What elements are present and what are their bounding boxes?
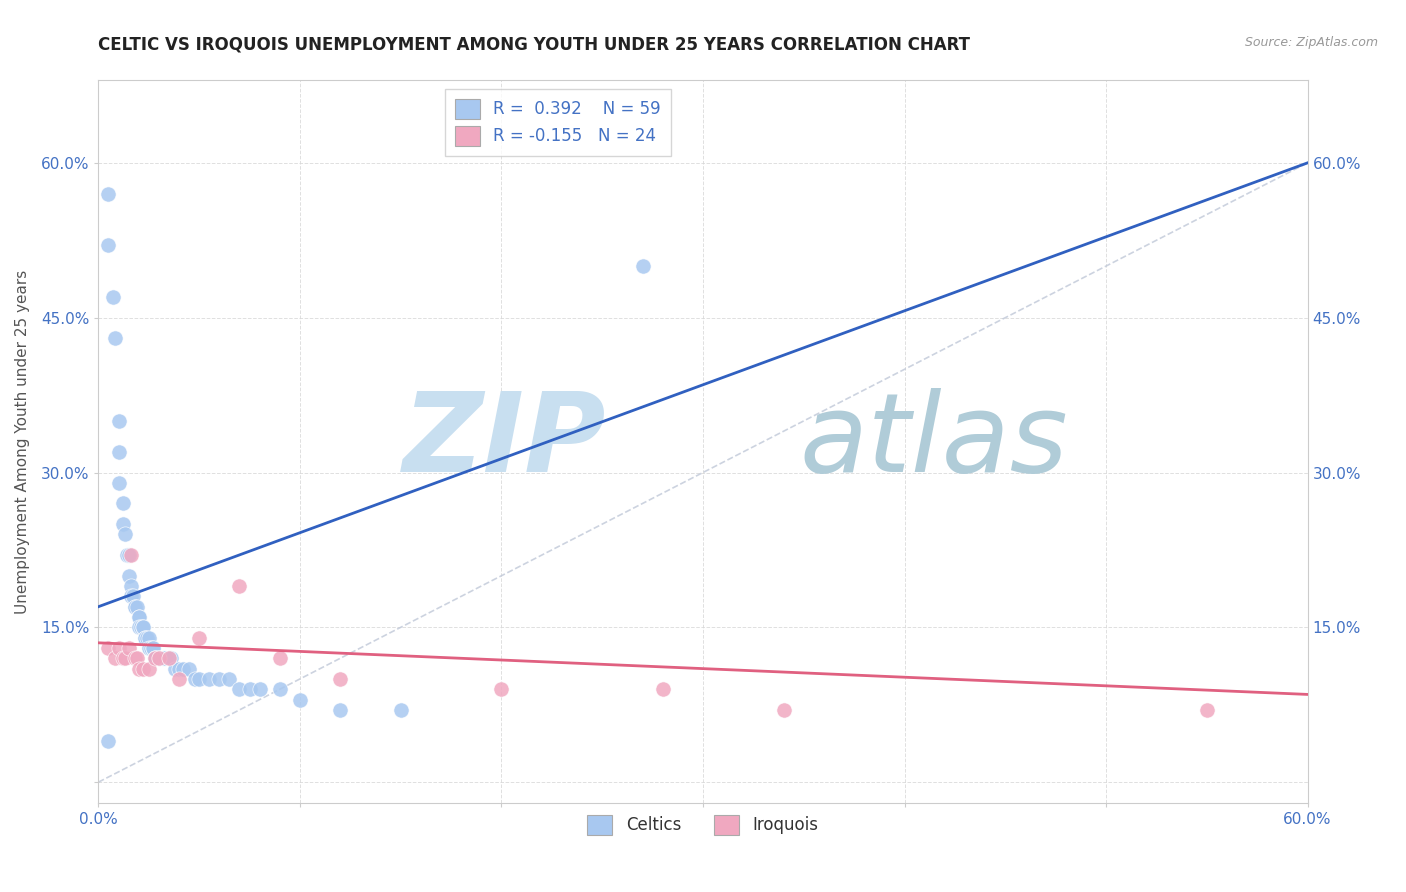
Point — [135, 631, 157, 645]
Point — [120, 590, 142, 604]
Point — [143, 651, 166, 665]
Point — [167, 672, 190, 686]
Y-axis label: Unemployment Among Youth under 25 years: Unemployment Among Youth under 25 years — [15, 269, 30, 614]
Point — [772, 703, 794, 717]
Point — [124, 599, 146, 614]
Point — [118, 568, 141, 582]
Point — [101, 290, 124, 304]
Point — [208, 672, 231, 686]
Point — [269, 651, 291, 665]
Point — [188, 672, 211, 686]
Legend: Celtics, Iroquois: Celtics, Iroquois — [578, 805, 828, 845]
Point — [138, 640, 160, 655]
Point — [134, 631, 156, 645]
Point — [97, 186, 120, 201]
Point — [128, 662, 150, 676]
Point — [139, 640, 162, 655]
Point — [97, 238, 120, 252]
Point — [111, 651, 134, 665]
Point — [329, 703, 352, 717]
Text: CELTIC VS IROQUOIS UNEMPLOYMENT AMONG YOUTH UNDER 25 YEARS CORRELATION CHART: CELTIC VS IROQUOIS UNEMPLOYMENT AMONG YO… — [98, 36, 970, 54]
Point — [107, 445, 129, 459]
Point — [124, 651, 146, 665]
Point — [148, 651, 170, 665]
Point — [118, 640, 141, 655]
Point — [142, 640, 165, 655]
Point — [167, 662, 190, 676]
Point — [107, 640, 129, 655]
Point — [138, 631, 160, 645]
Point — [153, 651, 176, 665]
Point — [132, 662, 155, 676]
Point — [103, 651, 125, 665]
Point — [269, 682, 291, 697]
Point — [157, 651, 180, 665]
Point — [239, 682, 262, 697]
Point — [129, 620, 152, 634]
Point — [148, 651, 170, 665]
Point — [491, 682, 513, 697]
Point — [107, 414, 129, 428]
Point — [118, 548, 141, 562]
Point — [128, 610, 150, 624]
Point — [148, 651, 170, 665]
Point — [121, 590, 143, 604]
Point — [134, 631, 156, 645]
Point — [228, 682, 250, 697]
Point — [152, 651, 174, 665]
Text: Source: ZipAtlas.com: Source: ZipAtlas.com — [1244, 36, 1378, 49]
Point — [125, 599, 148, 614]
Point — [114, 527, 136, 541]
Point — [1195, 703, 1218, 717]
Point — [198, 672, 221, 686]
Point — [97, 734, 120, 748]
Text: atlas: atlas — [800, 388, 1069, 495]
Point — [143, 651, 166, 665]
Point — [115, 548, 138, 562]
Point — [111, 517, 134, 532]
Point — [228, 579, 250, 593]
Point — [218, 672, 240, 686]
Point — [651, 682, 673, 697]
Point — [143, 651, 166, 665]
Point — [125, 651, 148, 665]
Point — [132, 620, 155, 634]
Point — [114, 651, 136, 665]
Point — [179, 662, 201, 676]
Point — [107, 475, 129, 490]
Point — [124, 599, 146, 614]
Text: ZIP: ZIP — [402, 388, 606, 495]
Point — [138, 662, 160, 676]
Point — [128, 610, 150, 624]
Point — [631, 259, 654, 273]
Point — [142, 640, 165, 655]
Point — [249, 682, 271, 697]
Point — [389, 703, 412, 717]
Point — [97, 640, 120, 655]
Point — [172, 662, 194, 676]
Point — [188, 631, 211, 645]
Point — [184, 672, 207, 686]
Point — [120, 579, 142, 593]
Point — [163, 662, 186, 676]
Point — [103, 331, 125, 345]
Point — [157, 651, 180, 665]
Point — [160, 651, 183, 665]
Point — [128, 620, 150, 634]
Point — [288, 692, 311, 706]
Point — [132, 620, 155, 634]
Point — [111, 496, 134, 510]
Point — [120, 548, 142, 562]
Point — [329, 672, 352, 686]
